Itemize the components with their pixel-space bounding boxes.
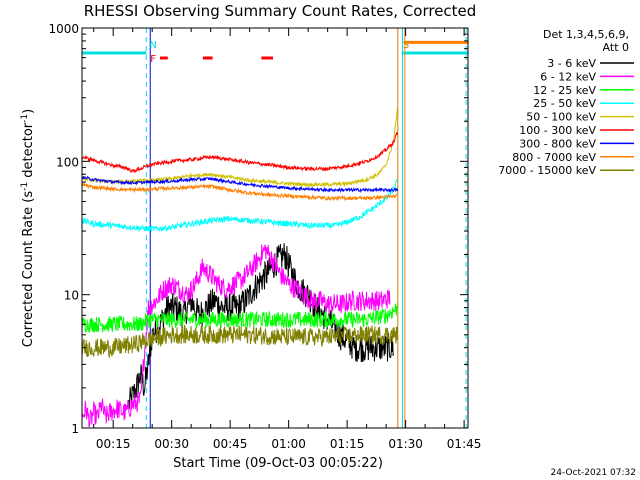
legend-header-line-2: Att 0 <box>603 41 629 54</box>
y-tick-label: 1000 <box>48 22 79 36</box>
legend-label: 6 - 12 keV <box>540 70 596 83</box>
legend-label: 12 - 25 keV <box>533 84 596 97</box>
x-tick-label: 01:45 <box>447 437 482 451</box>
x-tick-label: 01:30 <box>388 437 423 451</box>
legend-label: 300 - 800 keV <box>519 137 596 150</box>
y-axis: 1 10 100 1000 <box>48 22 468 436</box>
legend-label: 100 - 300 keV <box>519 124 596 137</box>
plot-area: FN S <box>81 28 468 428</box>
legend-label: 3 - 6 keV <box>547 57 596 70</box>
y-axis-label: Corrected Count Rate (s-1 detector-1) <box>20 109 36 347</box>
y-axis-label-end: ) <box>21 109 36 114</box>
series-line-1 <box>81 244 391 428</box>
x-axis-label: Start Time (09-Oct-03 00:05:22) <box>173 456 383 471</box>
legend-label: 25 - 50 keV <box>533 97 596 110</box>
footer-timestamp: 24-Oct-2021 07:32 <box>551 468 636 478</box>
series-line-5 <box>81 131 398 174</box>
x-tick-label: 00:45 <box>213 437 248 451</box>
series-line-7 <box>81 182 398 202</box>
x-tick-label: 01:15 <box>330 437 365 451</box>
legend-label: 7000 - 15000 keV <box>498 164 596 177</box>
chart-title: RHESSI Observing Summary Count Rates, Co… <box>84 2 477 20</box>
marker-S: S <box>403 40 409 51</box>
legend-label: 800 - 7000 keV <box>512 151 596 164</box>
series-line-3 <box>81 179 398 233</box>
x-tick-label: 00:30 <box>154 437 189 451</box>
x-tick-label: 01:00 <box>271 437 306 451</box>
legend-header-line-1: Det 1,3,4,5,6,9, <box>543 28 629 41</box>
x-tick-label: 00:15 <box>96 437 131 451</box>
flare-label: F <box>150 54 156 65</box>
y-tick-label: 100 <box>56 155 79 169</box>
y-axis-label-sup1: -1 <box>20 182 30 191</box>
marker-N: N <box>149 40 156 51</box>
y-tick-label: 10 <box>64 289 79 303</box>
y-axis-label-mid: detector <box>21 122 36 182</box>
plot-frame <box>81 27 469 429</box>
series-line-8 <box>81 324 398 359</box>
y-axis-label-main: Corrected Count Rate (s <box>21 191 36 348</box>
series-line-6 <box>81 175 398 194</box>
legend-label: 50 - 100 keV <box>526 111 596 124</box>
y-axis-label-sup2: -1 <box>20 114 30 123</box>
x-axis: 00:15 00:30 00:45 01:00 01:15 01:30 01:45 <box>93 28 482 451</box>
series-line-2 <box>81 303 398 333</box>
y-tick-label: 1 <box>71 422 79 436</box>
series-line-4 <box>81 108 398 188</box>
